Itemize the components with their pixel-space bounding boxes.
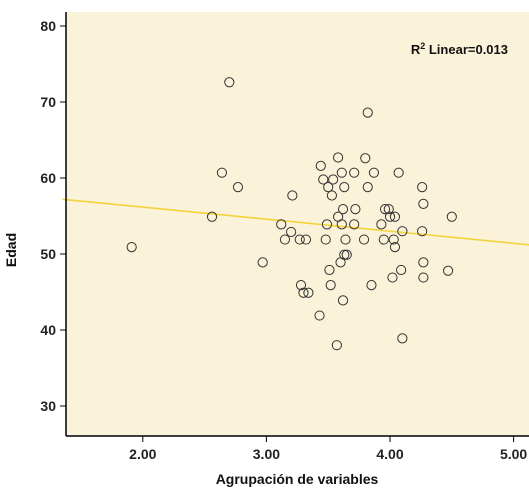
y-tick-label: 40	[40, 322, 56, 338]
data-point	[349, 167, 360, 178]
x-tick-label: 5.00	[500, 446, 527, 462]
data-point	[294, 234, 305, 245]
x-axis-ticks: 2.00 3.00 4.00 5.00	[129, 436, 527, 462]
data-point	[331, 340, 342, 351]
data-point	[340, 234, 351, 245]
data-point	[303, 287, 314, 298]
data-point	[418, 198, 429, 209]
data-point	[276, 219, 287, 230]
data-point	[332, 152, 344, 163]
data-point	[442, 265, 454, 276]
data-point	[366, 280, 377, 291]
r-squared-superscript: 2	[420, 41, 425, 51]
y-axis-title: Edad	[3, 233, 19, 267]
data-point	[349, 219, 360, 230]
data-point	[396, 264, 407, 276]
data-point	[323, 182, 334, 193]
data-point	[341, 249, 352, 260]
r-squared-annotation: R2 Linear=0.013	[411, 41, 508, 57]
x-tick-label: 2.00	[129, 446, 156, 462]
data-point	[389, 211, 401, 222]
data-point	[350, 204, 361, 215]
data-point	[336, 219, 347, 230]
y-tick-label: 80	[40, 18, 56, 34]
data-point	[383, 204, 394, 215]
x-tick-label: 3.00	[253, 446, 280, 462]
data-point	[339, 182, 350, 193]
data-point	[362, 107, 373, 118]
data-point	[339, 249, 350, 260]
data-point	[358, 234, 370, 245]
data-point	[126, 242, 137, 253]
data-point	[232, 182, 244, 193]
data-point	[337, 295, 349, 306]
data-point	[224, 77, 235, 88]
data-points	[126, 77, 457, 351]
data-point	[287, 190, 298, 201]
fit-line	[62, 198, 529, 246]
data-point	[279, 234, 291, 245]
data-point	[320, 234, 331, 245]
y-tick-label: 50	[40, 246, 56, 262]
data-point	[298, 287, 309, 298]
data-point	[337, 204, 349, 215]
data-point	[397, 333, 408, 344]
r-squared-text: Linear=0.013	[425, 42, 508, 57]
data-point	[318, 174, 329, 185]
data-point	[325, 280, 336, 291]
y-tick-label: 60	[40, 170, 56, 186]
data-point	[300, 234, 312, 245]
data-point	[315, 160, 326, 171]
data-point	[206, 211, 218, 222]
data-point	[417, 226, 428, 237]
data-point	[360, 153, 371, 164]
data-point	[286, 226, 297, 238]
data-point	[314, 310, 325, 321]
data-point	[387, 272, 398, 283]
y-tick-label: 70	[40, 94, 56, 110]
data-point	[393, 167, 404, 178]
data-point	[397, 226, 408, 237]
y-tick-label: 30	[40, 398, 56, 414]
data-point	[418, 257, 429, 268]
data-point	[368, 167, 380, 178]
data-point	[417, 182, 428, 193]
data-point	[295, 280, 307, 291]
data-point	[446, 211, 457, 222]
r-squared-prefix: R	[411, 42, 421, 57]
data-point	[324, 264, 335, 276]
data-point	[389, 242, 401, 253]
data-point	[388, 234, 399, 245]
data-point	[336, 167, 347, 178]
y-axis-ticks: 30 40 50 60 70 80	[40, 18, 66, 414]
plot-background	[66, 12, 529, 436]
x-tick-label: 4.00	[376, 446, 403, 462]
data-point	[418, 272, 429, 283]
data-point	[378, 234, 389, 245]
data-point	[376, 219, 387, 230]
x-axis-title: Agrupación de variables	[216, 471, 379, 487]
data-point	[384, 211, 396, 222]
data-point	[216, 167, 228, 178]
data-point	[321, 219, 333, 230]
data-point	[362, 182, 373, 193]
data-point	[379, 204, 391, 215]
data-point	[328, 174, 339, 185]
data-point	[257, 257, 268, 268]
data-point	[326, 190, 338, 201]
